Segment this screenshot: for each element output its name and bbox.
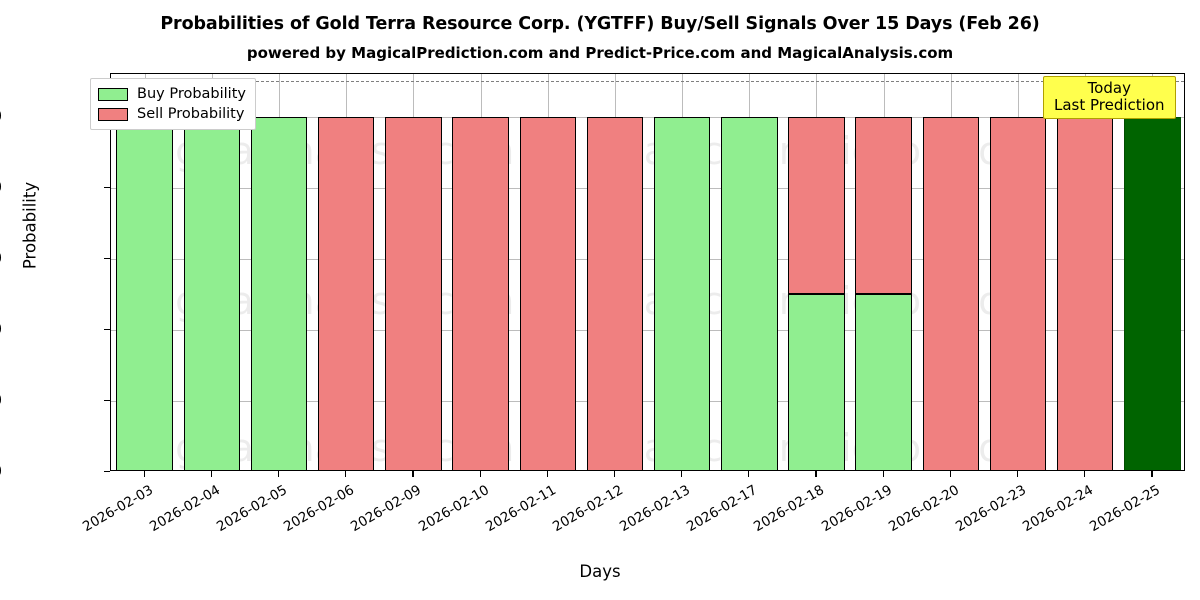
x-axis-tick-mark [412, 471, 414, 477]
x-axis-tick-mark [143, 471, 145, 477]
y-axis-tick-label: 100 [0, 107, 2, 125]
legend-color-swatch [98, 87, 128, 101]
x-axis-tick-mark [210, 471, 212, 477]
bar-sell[interactable] [385, 116, 442, 470]
bar-group[interactable] [519, 74, 576, 470]
bar-sell[interactable] [989, 116, 1047, 470]
bar-sell[interactable] [855, 116, 912, 295]
bar-buy[interactable] [653, 116, 711, 470]
x-axis-tick-mark [1017, 471, 1019, 477]
bar-sell[interactable] [519, 116, 576, 470]
bar-buy[interactable] [788, 294, 845, 470]
bar-buy[interactable] [721, 116, 778, 470]
y-axis-label: Probability [20, 181, 40, 270]
bar-group[interactable] [385, 74, 442, 470]
bar-sell[interactable] [922, 116, 980, 470]
gridline-horizontal [111, 116, 1184, 118]
x-axis-tick-mark [479, 471, 481, 477]
x-axis-tick-mark [949, 471, 952, 477]
x-axis-tick-mark [277, 471, 280, 477]
legend-item[interactable]: Sell Probability [98, 104, 246, 124]
x-axis-tick-mark [1084, 471, 1086, 477]
legend-item[interactable]: Buy Probability [98, 84, 246, 104]
chart-legend: Buy Probability Sell Probability [90, 78, 256, 130]
bar-group[interactable] [452, 74, 509, 470]
bar-buy[interactable] [250, 116, 308, 470]
last-prediction-label: Last Prediction [1054, 95, 1165, 114]
bar-group[interactable] [317, 74, 375, 470]
y-axis-tick-mark [104, 328, 110, 331]
legend-label: Buy Probability [137, 86, 246, 102]
x-axis-tick-mark [882, 471, 884, 477]
bar-group[interactable] [989, 74, 1047, 470]
bar-sell[interactable] [788, 116, 845, 295]
legend-label: Sell Probability [137, 106, 245, 122]
bar-today[interactable] [1124, 116, 1181, 470]
bar-group[interactable] [1057, 74, 1114, 470]
page-title: Probabilities of Gold Terra Resource Cor… [160, 14, 1040, 34]
x-axis-tick-mark [815, 471, 817, 477]
bar-group[interactable] [922, 74, 980, 470]
today-annotation: Today Last Prediction [1043, 76, 1176, 119]
bar-group[interactable] [653, 74, 711, 470]
x-axis-tick-mark [345, 471, 347, 477]
bar-sell[interactable] [1057, 116, 1114, 470]
x-axis-label: Days [579, 562, 621, 581]
bar-group[interactable] [250, 74, 308, 470]
bar-group[interactable] [586, 74, 644, 470]
x-axis-tick-mark [1151, 471, 1153, 477]
bar-group[interactable] [721, 74, 778, 470]
y-axis-tick-mark [104, 399, 110, 402]
bar-group[interactable] [855, 74, 912, 470]
bar-sell[interactable] [317, 116, 375, 470]
plot-area: MagicalAnalysis.comMagicalPrediction.com… [110, 73, 1185, 471]
bar-group[interactable] [788, 74, 845, 470]
bar-group[interactable] [183, 74, 240, 470]
gridline-horizontal [111, 258, 1184, 260]
x-axis-tick-mark [546, 471, 548, 477]
bar-buy[interactable] [116, 116, 173, 470]
y-axis-tick-mark [104, 257, 110, 259]
gridline-horizontal [111, 400, 1184, 402]
x-axis-tick-mark [613, 471, 616, 477]
bar-buy[interactable] [855, 294, 912, 470]
x-axis-tick-mark [681, 471, 683, 477]
bar-group[interactable] [116, 74, 173, 470]
y-axis-tick-mark [104, 471, 110, 473]
legend-color-swatch [98, 107, 128, 121]
x-axis-tick-mark [748, 471, 750, 477]
reference-dashed-line [111, 81, 1184, 83]
y-axis-tick-mark [104, 186, 110, 188]
gridline-horizontal [111, 329, 1184, 331]
chart-subtitle: powered by MagicalPrediction.com and Pre… [246, 44, 954, 62]
bar-sell[interactable] [586, 116, 644, 470]
bar-sell[interactable] [452, 116, 509, 470]
bar-buy[interactable] [183, 116, 240, 470]
gridline-horizontal [111, 187, 1184, 189]
bar-group[interactable] [1124, 74, 1181, 470]
y-axis-tick-label: 60 [0, 249, 2, 267]
y-axis-tick-label: 20 [0, 391, 2, 409]
today-label: Today [1087, 79, 1131, 97]
y-axis-tick-label: 80 [0, 178, 2, 196]
y-axis-tick-label: 40 [0, 320, 2, 338]
y-axis-tick-label: 0 [0, 462, 2, 480]
